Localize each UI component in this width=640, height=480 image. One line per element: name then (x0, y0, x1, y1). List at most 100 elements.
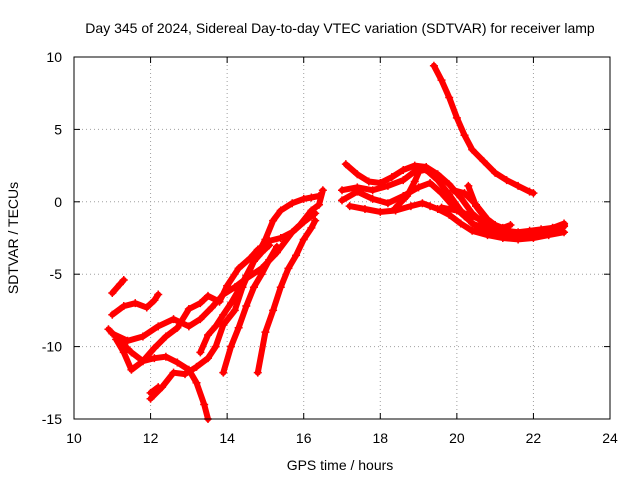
data-point-marker (491, 168, 500, 177)
data-point-marker (276, 234, 285, 242)
data-point-marker (307, 223, 316, 232)
data-point-marker (150, 344, 159, 353)
data-point-marker (276, 206, 285, 215)
data-point-marker (226, 299, 235, 308)
data-point-marker (502, 176, 511, 185)
data-point-marker (150, 354, 159, 363)
data-point-marker (406, 202, 415, 211)
data-point-marker (196, 315, 205, 324)
series-line (113, 187, 326, 373)
data-point-marker (154, 290, 163, 299)
data-point-marker (479, 157, 488, 166)
data-point-marker (173, 358, 182, 367)
series-line (392, 169, 422, 211)
series-track-2 (108, 290, 163, 319)
data-point-marker (483, 218, 492, 227)
data-point-marker (414, 183, 423, 192)
series-track-7 (146, 383, 163, 397)
data-point-marker (215, 297, 224, 306)
plot-frame (73, 56, 611, 420)
data-point-marker (269, 306, 278, 315)
data-point-marker (299, 235, 308, 244)
data-point-marker (426, 178, 435, 187)
data-point-marker (345, 202, 354, 211)
data-point-marker (192, 362, 201, 371)
data-point-marker (123, 336, 132, 345)
data-point-marker (353, 170, 362, 179)
data-point-marker (299, 194, 308, 203)
data-point-marker (506, 220, 515, 229)
series-line (109, 277, 127, 296)
y-tick-label: -10 (42, 339, 62, 355)
tick-labels: 10 12 14 16 18 20 22 24 -15 -10 -5 0 5 10 (42, 49, 618, 446)
data-point-marker (399, 165, 408, 174)
data-point-marker (403, 192, 412, 201)
data-point-marker (414, 168, 423, 177)
data-point-marker (161, 352, 170, 361)
data-point-marker (138, 357, 147, 366)
data-point-marker (242, 271, 251, 280)
data-point-marker (429, 61, 438, 70)
x-tick-label: 22 (526, 430, 542, 446)
data-point-marker (249, 283, 258, 292)
data-point-marker (445, 93, 454, 102)
y-tick-label: 5 (54, 121, 62, 137)
data-point-marker (288, 228, 297, 237)
series-track-1 (108, 275, 128, 298)
data-point-marker (472, 202, 480, 211)
data-point-marker (560, 228, 569, 237)
data-point-marker (307, 206, 316, 215)
data-point-marker (468, 212, 477, 221)
data-point-marker (226, 342, 235, 351)
data-point-marker (249, 257, 258, 266)
data-point-marker (108, 329, 117, 338)
y-axis-label: SDTVAR / TECUs (5, 182, 21, 294)
data-point-marker (131, 299, 140, 308)
data-point-marker (498, 223, 507, 232)
data-point-marker (154, 322, 163, 331)
data-point-marker (219, 310, 228, 319)
data-point-marker (307, 193, 316, 202)
series-line (220, 243, 280, 376)
data-point-marker (460, 131, 469, 140)
x-axis-label: GPS time / hours (287, 457, 394, 473)
data-point-marker (315, 200, 324, 209)
x-tick-label: 14 (219, 430, 235, 446)
series-track-8 (196, 241, 274, 357)
data-point-marker (368, 186, 377, 195)
data-point-marker (181, 370, 190, 379)
data-point-marker (364, 177, 373, 186)
data-point-marker (468, 145, 477, 154)
series-line (430, 62, 537, 197)
series-track-14 (345, 199, 569, 244)
y-tick-label: -5 (50, 266, 63, 282)
data-point-marker (418, 199, 427, 208)
data-point-marker (265, 241, 274, 250)
data-point-marker (295, 220, 304, 229)
data-point-marker (196, 299, 205, 308)
data-point-marker (119, 348, 128, 357)
data-point-marker (257, 248, 266, 257)
data-point-marker (426, 202, 435, 211)
data-point-marker (422, 165, 431, 174)
x-tick-label: 16 (296, 430, 312, 446)
data-point-marker (445, 210, 454, 219)
data-point-marker (383, 181, 392, 190)
data-point-marker (112, 335, 121, 344)
series-track-19 (437, 203, 515, 232)
x-tick-label: 20 (449, 430, 465, 446)
data-point-marker (292, 251, 301, 260)
data-point-marker (544, 231, 553, 240)
data-point-marker (376, 207, 385, 216)
data-point-marker (234, 286, 243, 295)
data-point-marker (437, 76, 446, 85)
data-point-marker (119, 275, 128, 284)
data-point-marker (108, 289, 117, 298)
data-point-marker (204, 331, 212, 340)
data-point-marker (437, 189, 446, 198)
data-point-marker (184, 322, 193, 331)
data-point-marker (449, 186, 458, 195)
data-point-marker (138, 332, 147, 341)
data-point-marker (338, 186, 346, 195)
